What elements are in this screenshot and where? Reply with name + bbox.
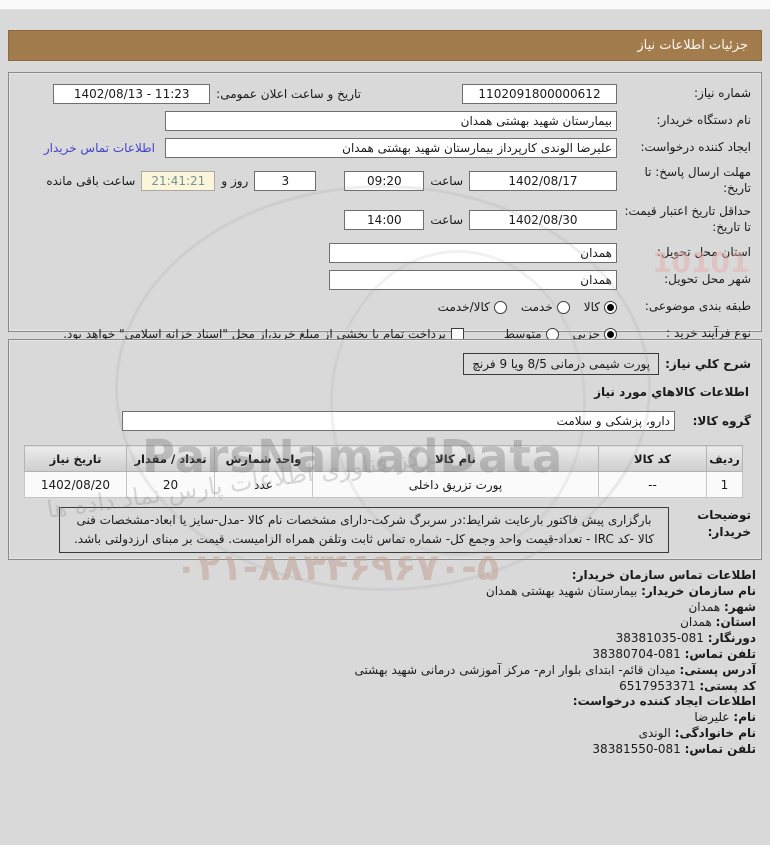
col-goods-name: نام کالا <box>312 445 599 472</box>
delivery-city-row: شهر محل تحویل: همدان <box>19 269 751 291</box>
validity-time-field[interactable]: 14:00 <box>344 210 425 230</box>
page-top-strip <box>0 0 770 10</box>
creator-last-name-line: نام خانوادگی: الوندی <box>638 725 756 740</box>
goods-info-heading: اطلاعات کالاهاي مورد نیاز <box>594 385 749 399</box>
radio-partial-label: جزیی <box>572 327 600 341</box>
announce-datetime-field[interactable]: 1402/08/13 - 11:23 <box>53 84 211 104</box>
hours-remaining-label: ساعت باقی مانده <box>46 174 136 188</box>
org-name-line: نام سازمان خریدار: بیمارستان شهید بهشتی … <box>485 583 756 598</box>
radio-goods-service-label: کالا/خدمت <box>437 300 490 314</box>
org-city-line: شهر: همدان <box>688 599 756 614</box>
deadline-hour-label: ساعت <box>430 174 463 188</box>
org-address-line: آدرس پستی: میدان قائم- ابتدای بلوار ارم-… <box>354 662 757 677</box>
col-quantity: تعداد / مقدار <box>126 445 215 472</box>
goods-table-header-row: ردیف کد کالا نام کالا واحد شمارش تعداد /… <box>24 445 743 472</box>
goods-group-field[interactable]: دارو، پزشکی و سلامت <box>122 411 675 431</box>
announce-datetime-label: تاریخ و ساعت اعلان عمومی: <box>216 87 361 101</box>
delivery-city-field[interactable]: همدان <box>329 270 617 290</box>
cell-quantity: 20 <box>126 471 215 498</box>
validity-hour-label: ساعت <box>430 213 463 227</box>
need-number-row: شماره نیاز: 1102091800000612 تاریخ و ساع… <box>19 83 751 105</box>
org-phone-line: تلفن تماس: 38380704-081 <box>592 646 756 661</box>
deadline-row: مهلت ارسال پاسخ: تا تاریخ: 1402/08/17 سا… <box>19 164 751 198</box>
days-remaining-field[interactable]: 3 <box>254 171 317 191</box>
process-type-label: نوع فرآیند خرید : <box>666 326 751 341</box>
need-description-label: شرح کلي نیاز: <box>665 357 751 371</box>
org-postal-line: کد پستی: 6517953371 <box>619 678 756 693</box>
buyer-org-label: نام دستگاه خریدار: <box>656 113 752 128</box>
buyer-org-field[interactable]: بیمارستان شهید بهشتی همدان <box>165 111 617 131</box>
col-need-date: تاریخ نیاز <box>24 445 127 472</box>
delivery-province-field[interactable]: همدان <box>329 243 617 263</box>
radio-goods-service-icon[interactable] <box>493 300 507 314</box>
radio-goods-service[interactable]: کالا/خدمت <box>438 300 507 314</box>
deadline-label: مهلت ارسال پاسخ: تا تاریخ: <box>644 165 751 195</box>
page-title: جزئیات اطلاعات نیاز <box>637 38 748 53</box>
buyer-notes-row: توضیحات خریدار: بارگزاری پیش فاکتور بارع… <box>19 507 751 554</box>
deadline-time-field[interactable]: 09:20 <box>344 171 425 191</box>
process-type-row: نوع فرآیند خرید : جزیی متوسط پرداخت تمام… <box>19 323 751 345</box>
goods-group-label: گروه کالا: <box>692 414 751 428</box>
deadline-date-field[interactable]: 1402/08/17 <box>469 171 617 191</box>
radio-service-label: خدمت <box>520 300 553 314</box>
radio-medium-label: متوسط <box>503 327 542 341</box>
col-row-number: ردیف <box>706 445 743 472</box>
need-info-panel: شماره نیاز: 1102091800000612 تاریخ و ساع… <box>8 72 762 341</box>
col-goods-code: کد کالا <box>598 445 707 472</box>
buyer-org-row: نام دستگاه خریدار: بیمارستان شهید بهشتی … <box>19 110 751 132</box>
buyer-notes-label: توضیحات خریدار: <box>697 508 751 540</box>
days-and-label: روز و <box>221 174 249 188</box>
section-titlebar: جزئیات اطلاعات نیاز <box>8 30 762 61</box>
classification-label: طبقه بندی موضوعی: <box>644 299 751 314</box>
need-number-field[interactable]: 1102091800000612 <box>462 84 617 104</box>
buyer-notes-box: بارگزاری پیش فاکتور بارعایت شرایط:در سرب… <box>59 507 669 554</box>
radio-goods[interactable]: کالا <box>584 300 617 314</box>
radio-goods-icon[interactable] <box>604 300 617 314</box>
cell-goods-code: -- <box>598 471 707 498</box>
treasury-checkbox-label: پرداخت تمام یا بخشی از مبلغ خرید،از محل … <box>63 327 446 341</box>
cell-goods-name: پورت تزریق داخلی <box>312 471 599 498</box>
price-validity-label: حداقل تاریخ اعتبار قیمت: تا تاریخ: <box>624 204 751 234</box>
radio-service-icon[interactable] <box>556 300 570 314</box>
creator-label: ایجاد کننده درخواست: <box>640 140 751 155</box>
delivery-province-label: استان محل تحویل: <box>656 245 751 260</box>
creator-first-name-line: نام: علیرضا <box>694 710 756 725</box>
creator-phone-line: تلفن تماس: 38381550-081 <box>592 741 756 756</box>
creator-contact-heading: اطلاعات ایجاد کننده درخواست: <box>572 694 756 709</box>
price-validity-row: حداقل تاریخ اعتبار قیمت: تا تاریخ: 1402/… <box>19 203 751 237</box>
countdown-timer: 21:41:21 <box>141 171 216 191</box>
buyer-contact-link[interactable]: اطلاعات تماس خریدار <box>43 141 155 155</box>
radio-medium[interactable]: متوسط <box>504 327 559 341</box>
org-province-line: استان: همدان <box>680 615 756 630</box>
need-number-label: شماره نیاز: <box>694 86 751 101</box>
radio-service[interactable]: خدمت <box>521 300 570 314</box>
org-contact-heading: اطلاعات تماس سازمان خریدار: <box>571 568 756 582</box>
need-description-box: پورت شیمی درمانی 8/5 ویا 9 فرنچ <box>463 353 660 375</box>
radio-goods-label: کالا <box>583 300 600 314</box>
classification-row: طبقه بندی موضوعی: کالا خدمت کالا/خدمت <box>19 296 751 318</box>
cell-need-date: 1402/08/20 <box>24 471 127 498</box>
validity-date-field[interactable]: 1402/08/30 <box>469 210 617 230</box>
goods-info-panel: شرح کلي نیاز: پورت شیمی درمانی 8/5 ویا 9… <box>8 339 762 560</box>
radio-partial[interactable]: جزیی <box>573 327 617 341</box>
cell-row-number: 1 <box>706 471 743 498</box>
org-fax-line: دورنگار: 38381035-081 <box>615 631 756 646</box>
cell-unit: عدد <box>214 471 313 498</box>
delivery-province-row: استان محل تحویل: همدان <box>19 242 751 264</box>
table-row: 1 -- پورت تزریق داخلی عدد 20 1402/08/20 <box>24 471 743 498</box>
contact-info-section: اطلاعات تماس سازمان خریدار: نام سازمان خ… <box>14 568 757 758</box>
need-description-row: شرح کلي نیاز: پورت شیمی درمانی 8/5 ویا 9… <box>19 353 751 375</box>
goods-table: ردیف کد کالا نام کالا واحد شمارش تعداد /… <box>24 445 743 498</box>
col-unit: واحد شمارش <box>214 445 313 472</box>
goods-group-row: گروه کالا: دارو، پزشکی و سلامت <box>19 411 751 431</box>
delivery-city-label: شهر محل تحویل: <box>664 272 751 287</box>
creator-field[interactable]: علیرضا الوندی کارپرداز بیمارستان شهید به… <box>165 138 617 158</box>
creator-row: ایجاد کننده درخواست: علیرضا الوندی کارپر… <box>19 137 751 159</box>
